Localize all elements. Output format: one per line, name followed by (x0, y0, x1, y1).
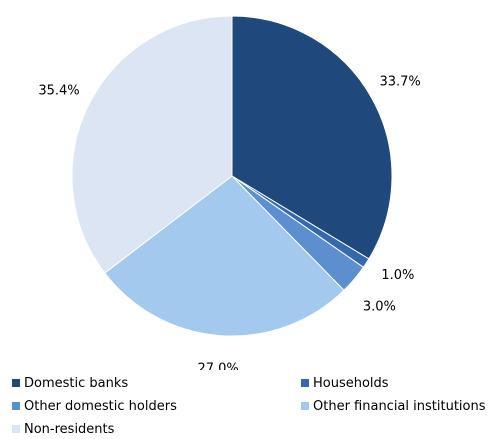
legend-swatch (12, 379, 20, 387)
pie-slice-other-financial-institutions (104, 175, 345, 337)
legend-label: Other financial institutions (313, 398, 486, 414)
legend-label: Other domestic holders (24, 398, 177, 414)
legend-swatch (301, 379, 309, 387)
legend-swatch (12, 402, 20, 410)
pie-slice-domestic-banks (231, 15, 393, 260)
legend-item-non-residents: Non-residents (12, 421, 114, 437)
slice-data-label: 35.4% (38, 83, 79, 98)
slice-data-label: 1.0% (381, 268, 414, 283)
slice-data-label: 27.0% (197, 362, 238, 371)
legend-swatch (12, 425, 20, 433)
legend-label: Non-residents (24, 421, 115, 437)
legend-item-other-domestic-holders: Other domestic holders (12, 398, 177, 414)
pie-slice-non-residents (71, 15, 233, 274)
legend-swatch (301, 402, 309, 410)
slice-data-label: 3.0% (363, 300, 396, 315)
pie-chart: 33.7% 1.0% 3.0% 27.0% 35.4% (38, 15, 421, 371)
legend-label: Households (313, 375, 389, 391)
legend-label: Domestic banks (24, 375, 129, 391)
slice-data-label: 33.7% (379, 74, 420, 89)
legend-item-households: Households (301, 375, 389, 391)
legend-item-domestic-banks: Domestic banks (12, 375, 128, 391)
legend-item-other-financial-institutions: Other financial institutions (301, 398, 486, 414)
